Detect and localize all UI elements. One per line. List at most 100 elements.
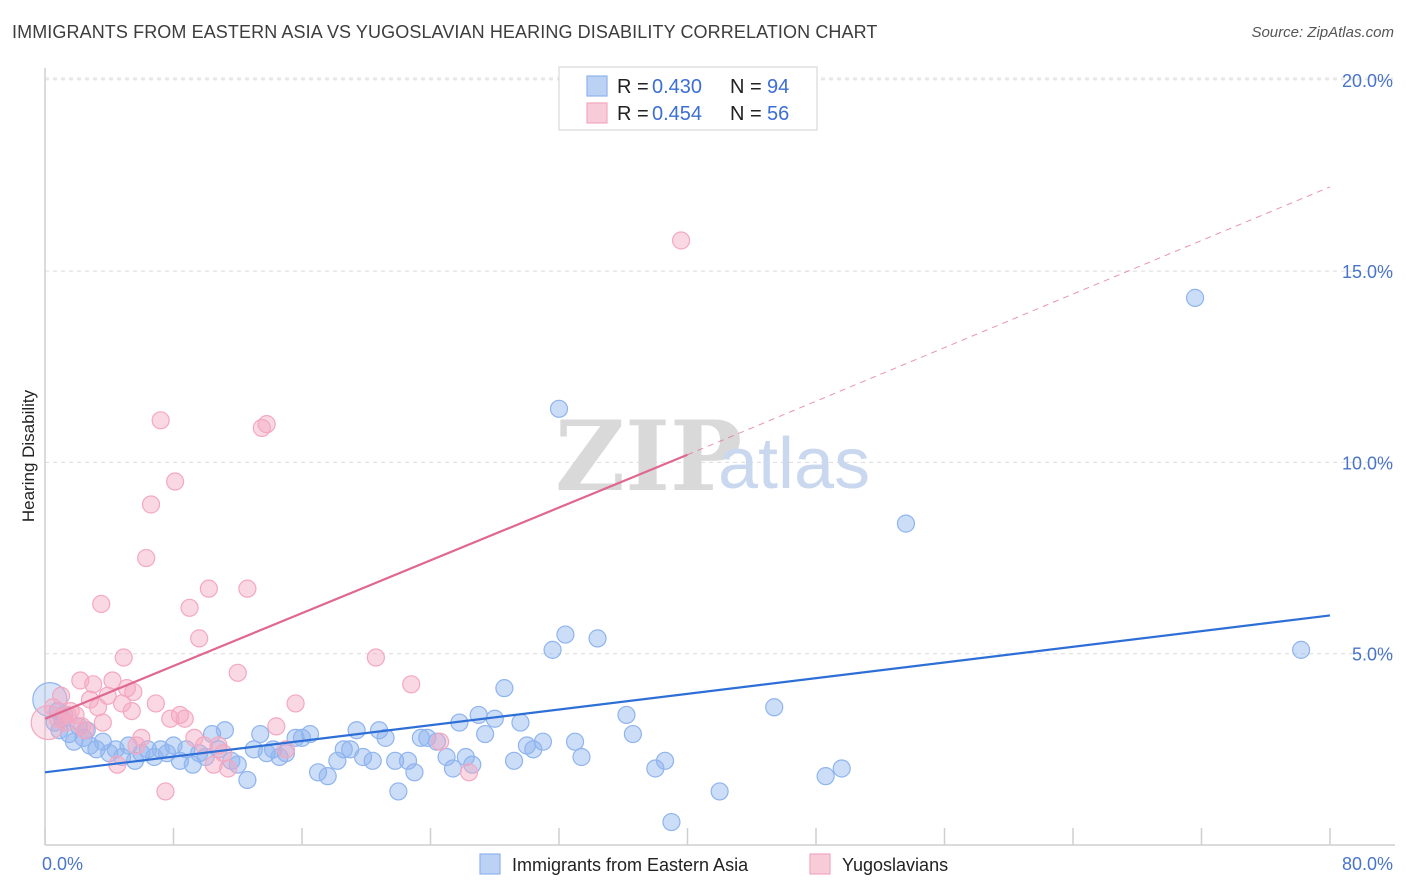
point-series-1-30	[180, 598, 199, 617]
watermark: ZIP atlas	[555, 400, 870, 513]
data-points	[30, 231, 1311, 832]
point-series-0-81	[646, 759, 665, 778]
point-series-0-49	[363, 751, 382, 770]
point-series-0-72	[533, 732, 553, 751]
legend-n-value-0: 94	[767, 76, 789, 98]
point-series-0-43	[318, 767, 337, 786]
point-series-1-40	[238, 579, 257, 598]
point-series-1-42	[257, 415, 276, 434]
point-series-1-14	[103, 671, 122, 690]
y-tick-label-2: 15.0%	[1342, 262, 1393, 282]
point-series-0-71	[524, 740, 543, 759]
legend-box: R = 0.430 N = 94 R = 0.454 N = 56	[558, 66, 818, 131]
trend-line-series-0	[44, 614, 1331, 774]
legend-n-label-0: N =	[730, 76, 762, 98]
point-series-1-26	[161, 709, 180, 728]
point-series-0-88	[896, 514, 916, 533]
point-series-0-55	[405, 763, 424, 782]
point-series-1-46	[366, 648, 385, 667]
legend-n-value-1: 56	[767, 103, 789, 125]
point-series-1-25	[156, 782, 175, 801]
point-series-1-49	[459, 763, 479, 782]
point-series-1-29	[175, 709, 194, 728]
trend-line-series-1	[44, 453, 688, 720]
y-tick-label-0: 5.0%	[1352, 645, 1393, 665]
bottom-legend-swatch-0	[479, 853, 501, 875]
point-series-0-53	[389, 782, 408, 801]
point-series-1-52	[114, 648, 133, 667]
point-series-0-75	[549, 399, 569, 418]
point-series-1-23	[146, 694, 165, 713]
legend-r-label-1: R =	[617, 103, 649, 125]
bottom-legend: Immigrants from Eastern Asia Yugoslavians	[479, 853, 948, 875]
point-series-1-22	[141, 495, 161, 514]
point-series-1-32	[190, 629, 209, 648]
point-series-0-47	[347, 721, 366, 740]
point-series-0-54	[398, 751, 418, 770]
bottom-legend-label-1: Yugoslavians	[842, 855, 948, 875]
point-series-0-74	[556, 625, 575, 644]
point-series-0-38	[276, 744, 296, 763]
point-series-1-21	[137, 548, 156, 568]
point-series-0-77	[572, 747, 591, 767]
point-series-0-29	[215, 721, 234, 740]
point-series-0-78	[588, 629, 607, 648]
point-series-1-24	[151, 411, 170, 430]
point-series-1-47	[402, 675, 421, 694]
point-series-1-10	[84, 675, 103, 694]
point-series-0-67	[495, 679, 514, 698]
point-series-0-83	[662, 812, 681, 832]
x-tick-label-0: 0.0%	[42, 854, 83, 874]
point-series-0-89	[1185, 288, 1205, 307]
chart-source: Source: ZipAtlas.com	[1251, 24, 1394, 41]
point-series-0-80	[623, 724, 642, 744]
point-series-0-41	[300, 724, 320, 744]
tick-labels: 5.0% 10.0% 15.0% 20.0% 0.0% 80.0%	[42, 71, 1393, 874]
y-axis-title: Hearing Disability	[19, 389, 38, 522]
point-series-0-51	[376, 728, 395, 747]
point-series-0-48	[353, 747, 373, 767]
trend-lines	[44, 186, 1331, 774]
point-series-1-18	[122, 701, 141, 721]
point-series-0-34	[251, 724, 270, 744]
point-series-0-82	[655, 751, 675, 770]
point-series-1-50	[671, 231, 691, 250]
point-series-1-34	[199, 579, 218, 598]
point-series-0-86	[816, 767, 835, 786]
legend-r-label-0: R =	[617, 76, 649, 98]
point-series-1-3	[51, 686, 71, 705]
watermark-zip: ZIP	[555, 400, 742, 513]
watermark-atlas: atlas	[718, 424, 870, 504]
bottom-legend-label-0: Immigrants from Eastern Asia	[512, 855, 749, 875]
legend-r-value-0: 0.430	[652, 76, 702, 98]
point-series-0-65	[476, 724, 495, 744]
point-series-1-39	[228, 663, 247, 682]
axes	[44, 68, 1395, 846]
point-series-0-69	[511, 713, 530, 732]
point-series-0-90	[1291, 640, 1311, 659]
x-tick-label-1: 80.0%	[1342, 854, 1393, 874]
point-series-0-85	[765, 698, 784, 717]
point-series-0-31	[228, 755, 247, 774]
point-series-0-84	[710, 782, 729, 801]
point-series-1-31	[185, 728, 204, 747]
point-series-1-27	[166, 472, 185, 491]
point-series-0-44	[328, 751, 347, 770]
point-series-0-73	[543, 640, 562, 659]
legend-n-label-1: N =	[730, 103, 762, 125]
point-series-1-12	[93, 713, 112, 732]
y-tick-label-1: 10.0%	[1342, 453, 1393, 473]
point-series-0-87	[832, 759, 851, 778]
legend-swatch-1	[586, 102, 608, 124]
point-series-1-45	[286, 694, 305, 713]
point-series-1-38	[219, 759, 238, 778]
bottom-legend-swatch-1	[809, 853, 831, 875]
point-series-0-59	[437, 747, 456, 767]
point-series-0-52	[386, 751, 405, 770]
point-series-0-42	[308, 763, 328, 782]
trend-extension-series-1	[687, 186, 1331, 456]
point-series-0-45	[334, 740, 353, 759]
point-series-1-53	[72, 717, 92, 736]
y-tick-label-3: 20.0%	[1342, 71, 1393, 91]
point-series-1-43	[267, 717, 286, 736]
